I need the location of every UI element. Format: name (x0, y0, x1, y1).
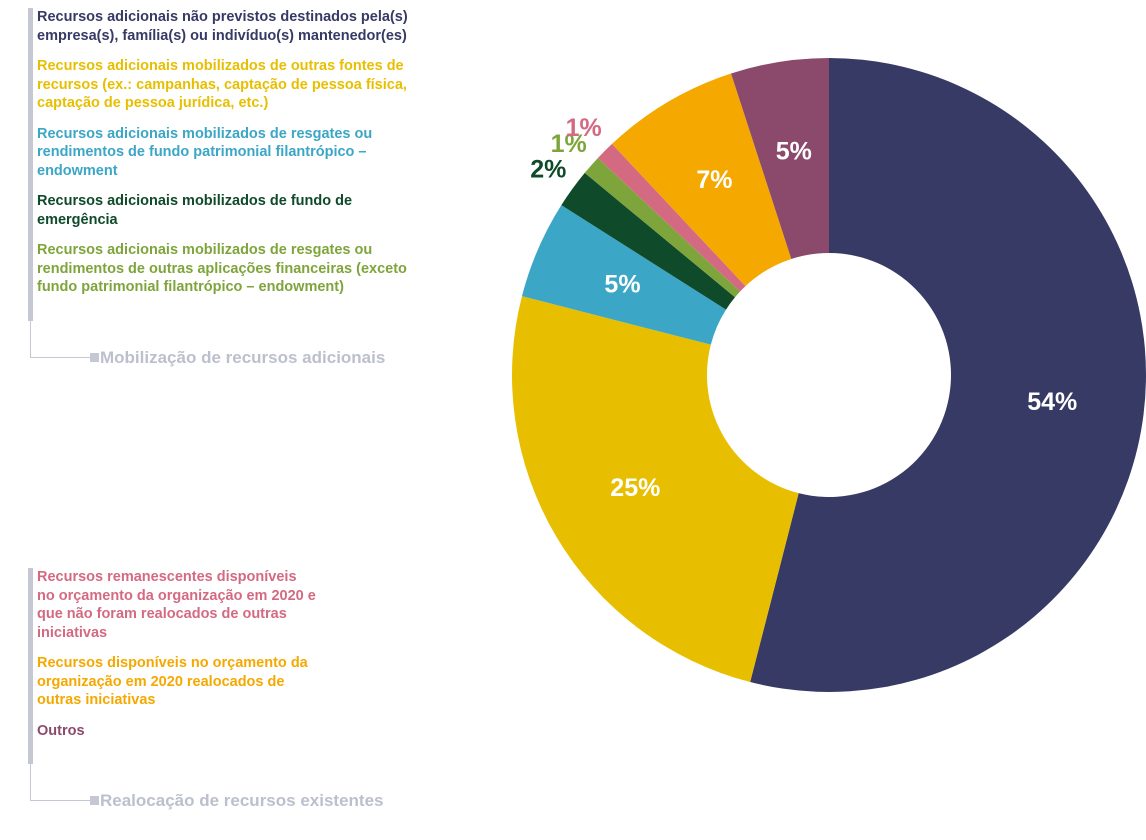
donut-slice (561, 172, 735, 310)
group-marker (90, 796, 99, 805)
group-bracket (30, 316, 91, 358)
donut-slice (731, 58, 829, 259)
donut-slice (597, 143, 746, 292)
group-bar (28, 8, 33, 321)
group-marker (90, 352, 99, 362)
legend-entry: Recursos disponíveis no orçamento da org… (37, 655, 308, 708)
legend-entry: Recursos remanescentes disponíveis no or… (37, 569, 316, 641)
donut-slice (750, 58, 1146, 692)
data-label: 1% (551, 130, 587, 158)
group-title: Mobilização de recursos adicionais (100, 347, 386, 367)
donut-slice (521, 205, 726, 345)
legend-items: Recursos adicionais não previstos destin… (28, 8, 417, 365)
legend-entry: Recursos adicionais mobilizados de outra… (37, 58, 407, 111)
legend-group: Recursos remanescentes disponíveis no or… (28, 568, 383, 810)
legend-entry: Outros (37, 722, 85, 739)
data-label: 2% (530, 156, 566, 184)
data-label: 7% (696, 166, 732, 194)
data-label: 5% (604, 270, 640, 298)
legend-group: Recursos adicionais não previstos destin… (28, 8, 417, 367)
data-label: 25% (610, 474, 660, 502)
data-label: 54% (1027, 388, 1077, 416)
group-title: Realocação de recursos existentes (100, 791, 384, 810)
group-bracket (30, 760, 91, 801)
legend-items: Recursos remanescentes disponíveis no or… (28, 568, 317, 808)
legend-entry: Recursos adicionais não previstos destin… (37, 9, 408, 44)
data-label: 1% (566, 114, 602, 142)
legend-entry: Recursos adicionais mobilizados de resga… (37, 242, 407, 295)
group-bar (28, 568, 33, 764)
legend-entry: Recursos adicionais mobilizados de resga… (37, 125, 373, 179)
donut-slice (512, 296, 799, 683)
data-label: 5% (776, 137, 812, 165)
legend-entry: Recursos adicionais mobilizados de fundo… (37, 193, 353, 228)
donut-slice (584, 157, 741, 298)
donut-slice (611, 73, 792, 287)
